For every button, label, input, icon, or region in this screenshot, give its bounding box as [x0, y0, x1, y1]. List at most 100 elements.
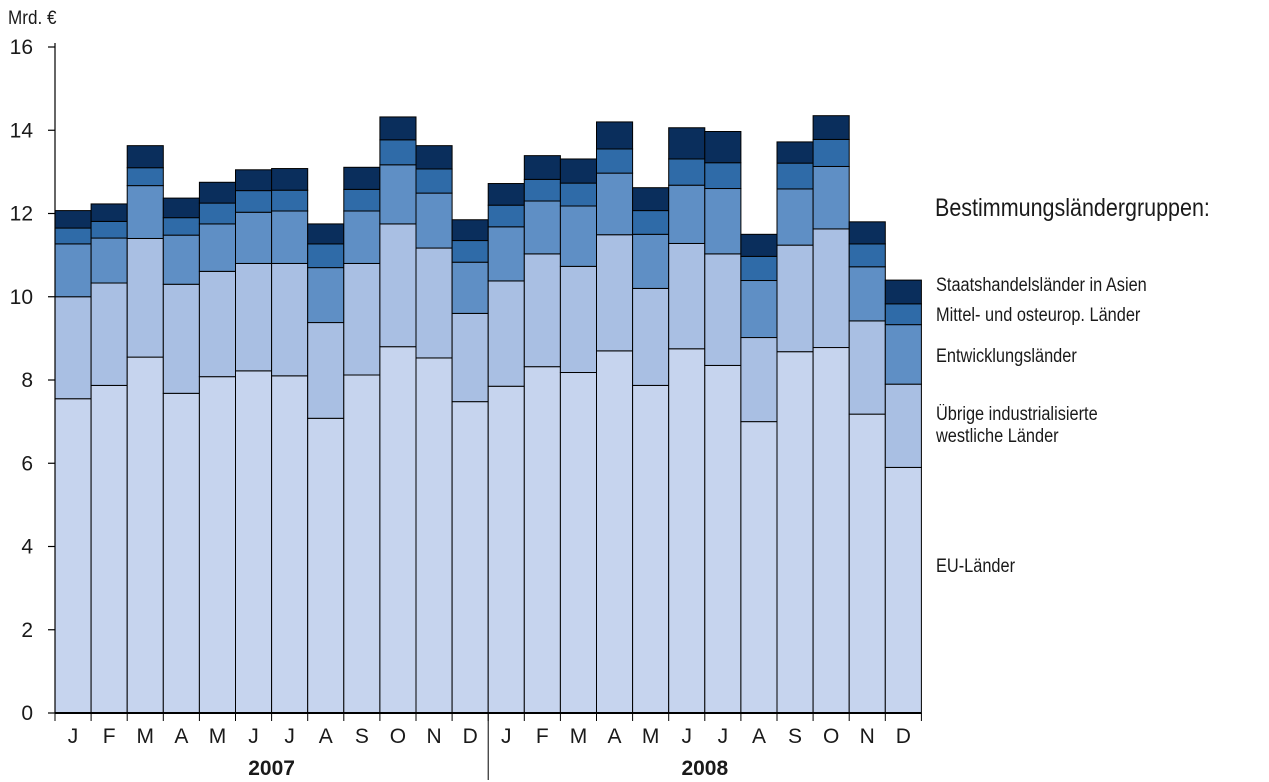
bar-segment-3-16: [596, 172, 634, 236]
x-category-label-9: S: [355, 725, 369, 748]
bar-segment-2-23: [848, 320, 886, 415]
bar-segment-5-13: [487, 183, 525, 206]
bar-segment-5-19: [704, 130, 742, 164]
bar-segment-2-16: [596, 234, 634, 352]
x-category-label-19: J: [718, 725, 729, 748]
bar-segment-2-19: [704, 253, 742, 366]
bar-segment-4-17: [632, 210, 670, 235]
bar-segment-3-15: [559, 205, 598, 267]
x-category-label-23: N: [860, 725, 875, 748]
bar-segment-4-21: [776, 162, 814, 190]
y-tick-label-2: 2: [21, 619, 33, 642]
bar-segment-3-3: [126, 185, 164, 239]
bar-segment-5-14: [523, 155, 561, 180]
x-category-label-17: M: [642, 725, 660, 748]
bar-segment-1-23: [848, 413, 886, 714]
legend-item-eu-laender: EU-Länder: [936, 556, 1016, 577]
x-category-label-11: N: [426, 725, 441, 748]
bar-segment-3-9: [343, 210, 381, 264]
legend-title: Bestimmungsländergruppen:: [935, 194, 1210, 222]
bar-segment-2-14: [523, 253, 561, 368]
bar-segment-3-19: [704, 188, 742, 255]
x-category-label-18: J: [682, 725, 693, 748]
x-category-label-22: O: [823, 725, 839, 748]
bar-segment-2-2: [90, 282, 128, 386]
bar-segment-4-6: [235, 190, 273, 213]
bar-segment-2-24: [884, 383, 922, 468]
bar-segment-1-1: [54, 398, 92, 714]
bar-segment-3-13: [487, 226, 525, 282]
bar-segment-2-20: [740, 337, 778, 423]
bar-segment-1-8: [307, 417, 345, 714]
bar-segment-1-15: [559, 372, 598, 714]
bar-segment-2-1: [54, 296, 92, 400]
bar-segment-1-24: [884, 466, 922, 714]
bar-segment-5-16: [596, 121, 634, 150]
bar-segment-5-17: [632, 187, 670, 212]
bar-segment-5-18: [668, 127, 706, 160]
bar-segment-2-9: [343, 262, 381, 376]
bar-segment-1-16: [596, 350, 634, 714]
bar-segment-5-10: [379, 116, 417, 141]
bar-segment-5-5: [198, 181, 236, 204]
x-category-label-8: A: [319, 725, 333, 748]
bar-segment-1-21: [776, 351, 814, 714]
bar-segment-1-2: [90, 384, 128, 714]
bar-segment-4-19: [704, 162, 742, 190]
bar-segment-1-12: [451, 401, 489, 714]
bar-segment-2-22: [812, 228, 850, 349]
bar-segment-3-6: [235, 211, 273, 264]
bar-segment-2-10: [379, 223, 417, 348]
bar-segment-5-12: [451, 219, 489, 242]
bar-segment-5-24: [884, 279, 922, 305]
bar-segment-3-24: [884, 324, 922, 385]
x-category-label-12: D: [463, 725, 478, 748]
bar-segment-5-22: [812, 115, 850, 140]
bar-segment-2-7: [271, 262, 309, 377]
bar-segment-1-6: [235, 370, 273, 714]
bar-segment-1-3: [126, 356, 164, 714]
bar-segment-1-20: [740, 421, 778, 714]
x-category-label-14: F: [536, 725, 549, 748]
bar-segment-4-14: [523, 178, 561, 202]
bar-segment-3-8: [307, 267, 345, 324]
bar-segment-1-5: [198, 376, 236, 714]
bar-segment-5-11: [415, 145, 453, 170]
y-tick-label-16: 16: [10, 36, 33, 59]
legend-item-staatshandelslaender: Staatshandelsländer in Asien: [936, 275, 1147, 296]
bar-segment-3-17: [632, 233, 670, 289]
bar-segment-3-5: [198, 223, 236, 272]
bar-segment-5-7: [271, 168, 309, 191]
bar-segment-4-23: [848, 243, 886, 268]
bar-segment-3-20: [740, 280, 778, 339]
bar-segment-3-11: [415, 192, 453, 249]
bar-segment-2-21: [776, 244, 814, 353]
x-category-label-24: D: [896, 725, 911, 748]
bar-segment-2-5: [198, 270, 236, 378]
bar-segment-4-16: [596, 148, 634, 174]
year-label-2007: 2007: [248, 757, 295, 780]
bar-segment-3-10: [379, 164, 417, 225]
bar-segment-5-9: [343, 166, 381, 190]
bar-segment-5-8: [307, 223, 345, 245]
bar-segment-4-1: [54, 227, 92, 245]
bar-segment-1-9: [343, 374, 381, 714]
x-category-label-5: M: [209, 725, 227, 748]
bar-segment-5-1: [54, 210, 92, 229]
bar-segment-2-18: [668, 242, 706, 350]
bar-segment-3-23: [848, 266, 886, 322]
x-category-label-16: A: [608, 725, 622, 748]
bar-segment-4-5: [198, 202, 236, 225]
bar-segment-4-7: [271, 189, 309, 212]
bar-segment-1-14: [523, 366, 561, 714]
x-category-label-3: M: [137, 725, 155, 748]
bar-segment-2-8: [307, 322, 345, 419]
bar-segment-5-6: [235, 169, 273, 192]
y-tick-label-0: 0: [21, 702, 33, 725]
bar-segment-1-13: [487, 385, 525, 714]
bar-segment-3-21: [776, 188, 814, 246]
bar-segment-5-20: [740, 233, 778, 257]
y-tick-label-4: 4: [21, 536, 33, 559]
legend-item-mittel-osteurop: Mittel- und osteurop. Länder: [936, 305, 1141, 326]
